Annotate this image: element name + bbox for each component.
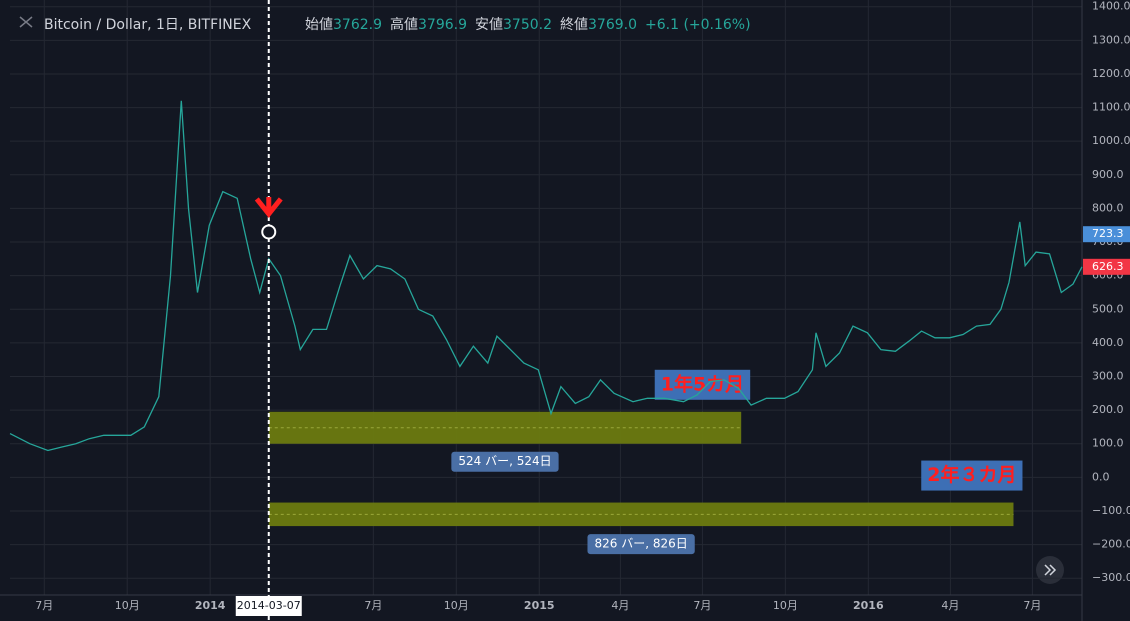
- range-label-box: [451, 451, 559, 472]
- y-tick-label: 500.0: [1092, 302, 1124, 315]
- x-tick-label: 2016: [853, 599, 884, 612]
- y-tick-label: 1100.0: [1092, 101, 1130, 114]
- crosshair-label-box: [235, 596, 302, 616]
- x-tick-label: 2014: [195, 599, 226, 612]
- x-tick-label: 10月: [115, 599, 140, 612]
- price-tag: 723.3: [1092, 227, 1124, 240]
- price-tag: 626.3: [1092, 260, 1124, 273]
- ohlc-value: 3769.0: [588, 17, 637, 33]
- y-tick-label: −300.0: [1092, 571, 1130, 584]
- y-tick-label: 900.0: [1092, 168, 1124, 181]
- range-note-box: [654, 369, 751, 400]
- x-tick-label: 10月: [444, 599, 469, 612]
- range-note: 2年３カ月: [927, 463, 1016, 486]
- y-tick-label: 1000.0: [1092, 134, 1130, 147]
- y-tick-label: 800.0: [1092, 201, 1124, 214]
- y-tick-label: 1400.0: [1092, 0, 1130, 13]
- ohlc-label: 安値: [475, 17, 503, 33]
- x-tick-label: 7月: [364, 599, 382, 612]
- y-tick-label: −200.0: [1092, 538, 1130, 551]
- ohlc-value: 3762.9: [333, 17, 382, 33]
- crosshair-label: 2014-03-07: [237, 599, 301, 612]
- range-label: 524 バー, 524日: [458, 454, 551, 468]
- y-tick-label: 200.0: [1092, 403, 1124, 416]
- ohlc-label: 終値: [560, 17, 588, 33]
- y-tick-label: 400.0: [1092, 336, 1124, 349]
- x-tick-label: 4月: [611, 599, 629, 612]
- y-tick-label: 1200.0: [1092, 67, 1130, 80]
- ohlc-label: 高値: [390, 16, 418, 33]
- scroll-button[interactable]: [1036, 556, 1064, 584]
- ohlc-legend: 始値3762.9 高値3796.9 安値3750.2 終値3769.0 +6.1 (+0…: [305, 16, 751, 33]
- x-tick-label: 2015: [524, 599, 555, 612]
- menu-icon[interactable]: [19, 16, 33, 28]
- x-tick-label: 7月: [1023, 599, 1041, 612]
- chart-title: Bitcoin / Dollar, 1日, BITFINEX: [44, 17, 252, 33]
- x-tick-label: 10月: [773, 599, 798, 612]
- x-tick-label: 4月: [941, 599, 959, 612]
- change: +6.1 (+0.16%): [645, 17, 751, 33]
- ohlc-label: 始値: [305, 17, 333, 33]
- range-label: 826 バー, 826日: [594, 537, 687, 551]
- marker: [261, 224, 277, 240]
- y-tick-label: 0.0: [1092, 470, 1110, 483]
- range-note: 1年5カ月: [661, 372, 744, 395]
- price-line: [9, 100, 1083, 452]
- y-tick-label: 300.0: [1092, 369, 1124, 382]
- y-tick-label: 1300.0: [1092, 33, 1130, 46]
- arrow: [254, 196, 283, 218]
- y-tick-label: 100.0: [1092, 437, 1124, 450]
- grid: [10, 0, 1082, 595]
- ohlc-value: 3796.9: [418, 17, 467, 33]
- range-label-box: [587, 534, 695, 555]
- range-note-box: [921, 460, 1023, 491]
- x-tick-label: 7月: [693, 599, 711, 612]
- ohlc-value: 3750.2: [503, 17, 552, 33]
- price-tag-box: [1083, 258, 1130, 275]
- y-tick-label: −100.0: [1092, 504, 1130, 517]
- price-tag-box: [1083, 226, 1130, 243]
- x-tick-label: 7月: [35, 599, 53, 612]
